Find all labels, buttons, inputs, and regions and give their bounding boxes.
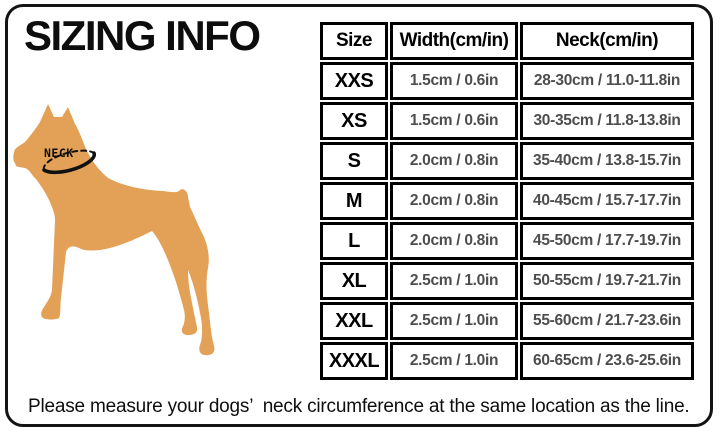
width-value: 2.5cm / 1.0in	[390, 342, 518, 380]
size-label: M	[320, 182, 388, 220]
table-row: XL 2.5cm / 1.0in 50-55cm / 19.7-21.7in	[320, 262, 694, 300]
table-row: M 2.0cm / 0.8in 40-45cm / 15.7-17.7in	[320, 182, 694, 220]
width-value: 2.0cm / 0.8in	[390, 142, 518, 180]
size-label: XL	[320, 262, 388, 300]
neck-value: 35-40cm / 13.8-15.7in	[520, 142, 694, 180]
table-row: L 2.0cm / 0.8in 45-50cm / 17.7-19.7in	[320, 222, 694, 260]
measurement-instruction: Please measure your dogs’ neck circumfer…	[28, 396, 690, 417]
dog-diagram: NECK	[6, 94, 246, 366]
neck-value: 30-35cm / 11.8-13.8in	[520, 102, 694, 140]
table-row: XS 1.5cm / 0.6in 30-35cm / 11.8-13.8in	[320, 102, 694, 140]
neck-value: 60-65cm / 23.6-25.6in	[520, 342, 694, 380]
header-size: Size	[320, 22, 388, 60]
width-value: 2.5cm / 1.0in	[390, 302, 518, 340]
sizing-table: Size Width(cm/in) Neck(cm/in) XXS 1.5cm …	[318, 20, 696, 382]
size-label: S	[320, 142, 388, 180]
width-value: 2.5cm / 1.0in	[390, 262, 518, 300]
table-row: S 2.0cm / 0.8in 35-40cm / 13.8-15.7in	[320, 142, 694, 180]
size-label: XXS	[320, 62, 388, 100]
size-label: XXXL	[320, 342, 388, 380]
page-title: SIZING INFO	[24, 12, 261, 59]
size-label: XXL	[320, 302, 388, 340]
neck-value: 28-30cm / 11.0-11.8in	[520, 62, 694, 100]
size-label: L	[320, 222, 388, 260]
table-row: XXXL 2.5cm / 1.0in 60-65cm / 23.6-25.6in	[320, 342, 694, 380]
width-value: 2.0cm / 0.8in	[390, 222, 518, 260]
neck-value: 55-60cm / 21.7-23.6in	[520, 302, 694, 340]
neck-value: 45-50cm / 17.7-19.7in	[520, 222, 694, 260]
table-row: XXS 1.5cm / 0.6in 28-30cm / 11.0-11.8in	[320, 62, 694, 100]
collar-dashed-line	[42, 149, 95, 171]
dog-silhouette-graphic: NECK	[13, 104, 215, 356]
width-value: 2.0cm / 0.8in	[390, 182, 518, 220]
dog-body-shape	[13, 104, 215, 356]
collar-line	[42, 151, 96, 175]
width-value: 1.5cm / 0.6in	[390, 102, 518, 140]
table-header-row: Size Width(cm/in) Neck(cm/in)	[320, 22, 694, 60]
neck-value: 50-55cm / 19.7-21.7in	[520, 262, 694, 300]
size-label: XS	[320, 102, 388, 140]
header-neck: Neck(cm/in)	[520, 22, 694, 60]
header-width: Width(cm/in)	[390, 22, 518, 60]
table-row: XXL 2.5cm / 1.0in 55-60cm / 21.7-23.6in	[320, 302, 694, 340]
neck-value: 40-45cm / 15.7-17.7in	[520, 182, 694, 220]
width-value: 1.5cm / 0.6in	[390, 62, 518, 100]
neck-label: NECK	[44, 146, 74, 160]
